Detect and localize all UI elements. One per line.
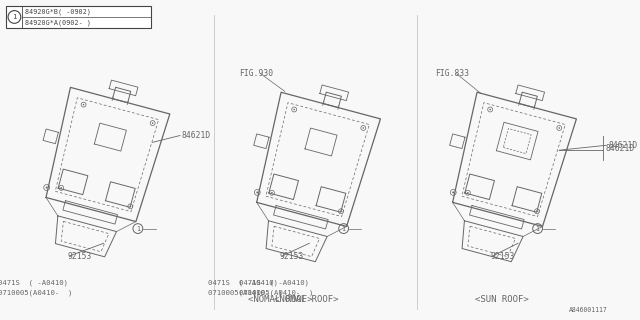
Circle shape: [294, 109, 295, 110]
Text: 0710005(A0410-  ): 0710005(A0410- ): [239, 290, 313, 297]
Text: 84920G*B( -0902): 84920G*B( -0902): [25, 8, 92, 15]
Text: 1: 1: [536, 226, 540, 232]
Circle shape: [152, 122, 154, 124]
Text: 1: 1: [136, 226, 140, 232]
Text: 84920G*A(0902- ): 84920G*A(0902- ): [25, 19, 92, 26]
Circle shape: [256, 191, 259, 193]
Text: 0710005(A0410-  ): 0710005(A0410- ): [0, 290, 72, 297]
Text: 0710005(A0410-  ): 0710005(A0410- ): [209, 290, 283, 297]
FancyBboxPatch shape: [6, 6, 150, 28]
Text: FIG.833: FIG.833: [435, 69, 469, 78]
Circle shape: [559, 127, 560, 129]
Text: 0471S  ( -A0410): 0471S ( -A0410): [0, 279, 68, 286]
Text: <NOMAL ROOF>: <NOMAL ROOF>: [248, 295, 312, 304]
Circle shape: [60, 187, 62, 189]
Circle shape: [271, 192, 273, 194]
Text: 1: 1: [342, 226, 346, 232]
Text: 84621D: 84621D: [608, 141, 637, 150]
Text: 92153: 92153: [491, 252, 515, 260]
Text: 0471S  ( -A0410): 0471S ( -A0410): [209, 279, 278, 286]
Text: <SUN ROOF>: <SUN ROOF>: [476, 295, 529, 304]
Circle shape: [83, 104, 84, 105]
Text: <NOMAL ROOF>: <NOMAL ROOF>: [274, 295, 339, 304]
Circle shape: [467, 192, 468, 194]
Circle shape: [490, 109, 491, 110]
Text: 92153: 92153: [67, 252, 92, 260]
Circle shape: [45, 187, 47, 188]
Text: FIG.930: FIG.930: [239, 69, 273, 78]
Circle shape: [129, 205, 131, 207]
Text: A846001117: A846001117: [569, 307, 608, 313]
Text: 1: 1: [12, 14, 17, 20]
Circle shape: [536, 211, 538, 212]
Circle shape: [452, 191, 454, 193]
Circle shape: [340, 211, 342, 212]
Text: 84621D: 84621D: [605, 144, 634, 153]
Text: 92153: 92153: [280, 252, 304, 260]
Circle shape: [362, 127, 364, 129]
Text: 0471S  ( -A0410): 0471S ( -A0410): [239, 279, 308, 286]
Text: 84621D: 84621D: [182, 131, 211, 140]
